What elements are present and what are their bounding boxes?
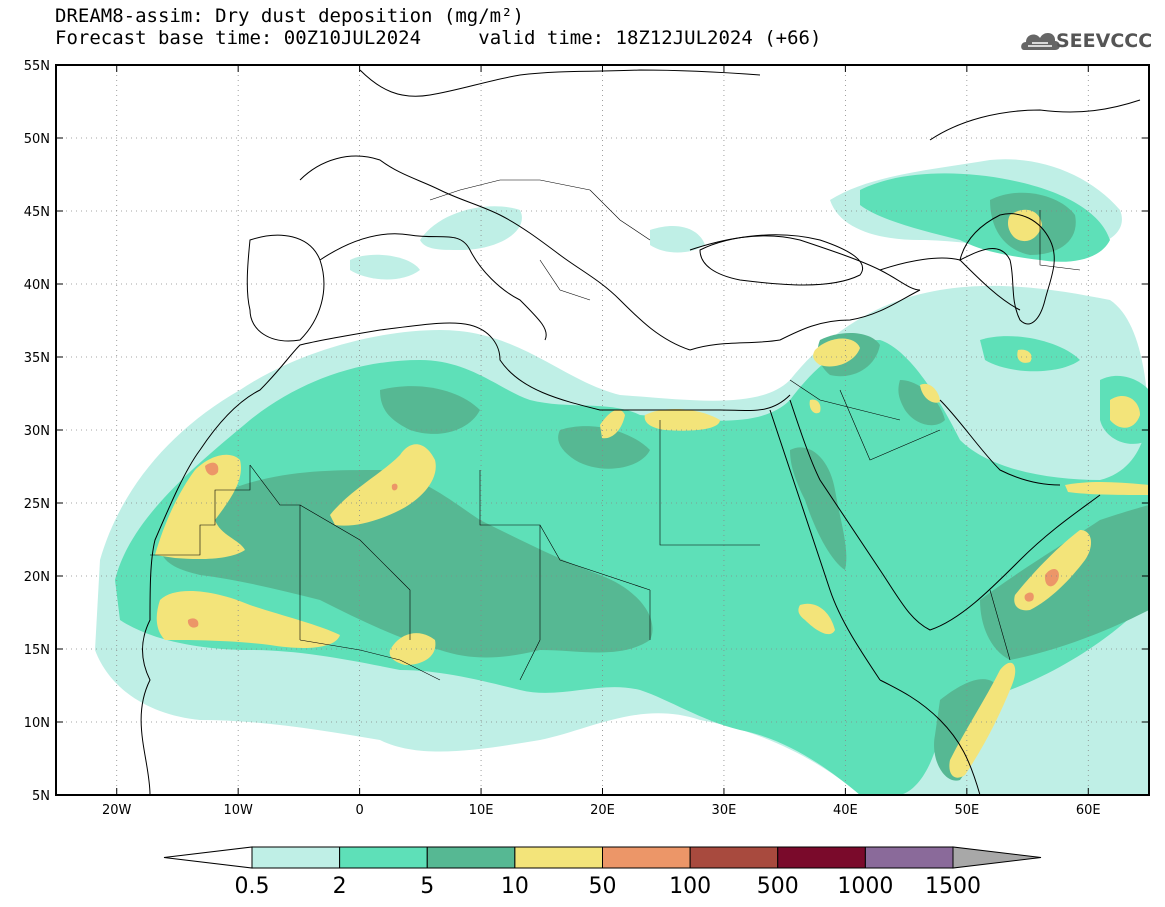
level-50-100	[187, 462, 1059, 628]
lat-label-3: 40N	[24, 278, 50, 293]
colorbar-level-7: 1000	[837, 874, 893, 899]
colorbar-level-6: 500	[757, 874, 799, 899]
level-10-50	[155, 209, 1149, 778]
colorbar	[163, 846, 1042, 869]
lat-label-6: 25N	[24, 497, 50, 512]
colorbar-swatch-4	[602, 846, 691, 869]
lat-label-4: 35N	[24, 351, 50, 366]
latitude-labels: 55N 50N 45N 40N 35N 30N 25N 20N 15N 10N 5N	[24, 59, 50, 804]
colorbar-level-1: 2	[333, 874, 347, 899]
lon-label-0: 20W	[102, 803, 132, 818]
colorbar-high-arrow	[952, 846, 1042, 869]
base-time: Forecast base time: 00Z10JUL2024	[55, 27, 422, 49]
coastlines	[140, 69, 1141, 795]
logo-text: SEEVCCC	[1056, 30, 1153, 52]
colorbar-swatch-3	[514, 846, 603, 869]
colorbar-level-5: 100	[669, 874, 711, 899]
lat-label-1: 50N	[24, 132, 50, 147]
lat-label-0: 55N	[24, 59, 50, 74]
lat-label-5: 30N	[24, 424, 50, 439]
colorbar-level-8: 1500	[925, 874, 981, 899]
colorbar-level-2: 5	[420, 874, 434, 899]
map-title: DREAM8-assim: Dry dust deposition (mg/m²…	[55, 5, 524, 27]
valid-time: valid time: 18Z12JUL2024 (+66)	[478, 27, 822, 49]
colorbar-swatch-6	[777, 846, 866, 869]
colorbar-swatch-2	[426, 846, 516, 869]
colorbar-level-0: 0.5	[235, 874, 270, 899]
colorbar-swatch-7	[864, 846, 954, 869]
axis-ticks	[56, 64, 1149, 796]
lon-label-4: 20E	[590, 803, 615, 818]
lon-label-8: 60E	[1076, 803, 1101, 818]
colorbar-low-arrow	[163, 846, 253, 869]
forecast-times: Forecast base time: 00Z10JUL2024 valid t…	[55, 28, 821, 48]
lat-label-10: 5N	[32, 789, 50, 804]
lat-label-8: 15N	[24, 643, 50, 658]
lon-label-3: 10E	[469, 803, 494, 818]
deposition-field	[95, 159, 1149, 795]
colorbar-labels: 0.5 2 5 10 50 100 500 1000 1500	[235, 874, 982, 899]
colorbar-level-3: 10	[501, 874, 529, 899]
colorbar-swatch-1	[339, 846, 428, 869]
lon-label-7: 50E	[954, 803, 979, 818]
lon-label-1: 10W	[223, 803, 253, 818]
longitude-labels: 20W 10W 0 10E 20E 30E 40E 50E 60E	[102, 803, 1101, 818]
cloud-logo-icon	[1021, 32, 1060, 50]
lat-label-9: 10N	[24, 716, 50, 731]
lon-label-2: 0	[355, 803, 363, 818]
country-borders	[150, 179, 1081, 681]
lat-label-7: 20N	[24, 570, 50, 585]
lon-label-5: 30E	[712, 803, 737, 818]
lon-label-6: 40E	[833, 803, 858, 818]
colorbar-level-4: 50	[589, 874, 617, 899]
colorbar-swatch-0	[251, 846, 341, 869]
colorbar-swatch-5	[689, 846, 779, 869]
lat-label-2: 45N	[24, 205, 50, 220]
